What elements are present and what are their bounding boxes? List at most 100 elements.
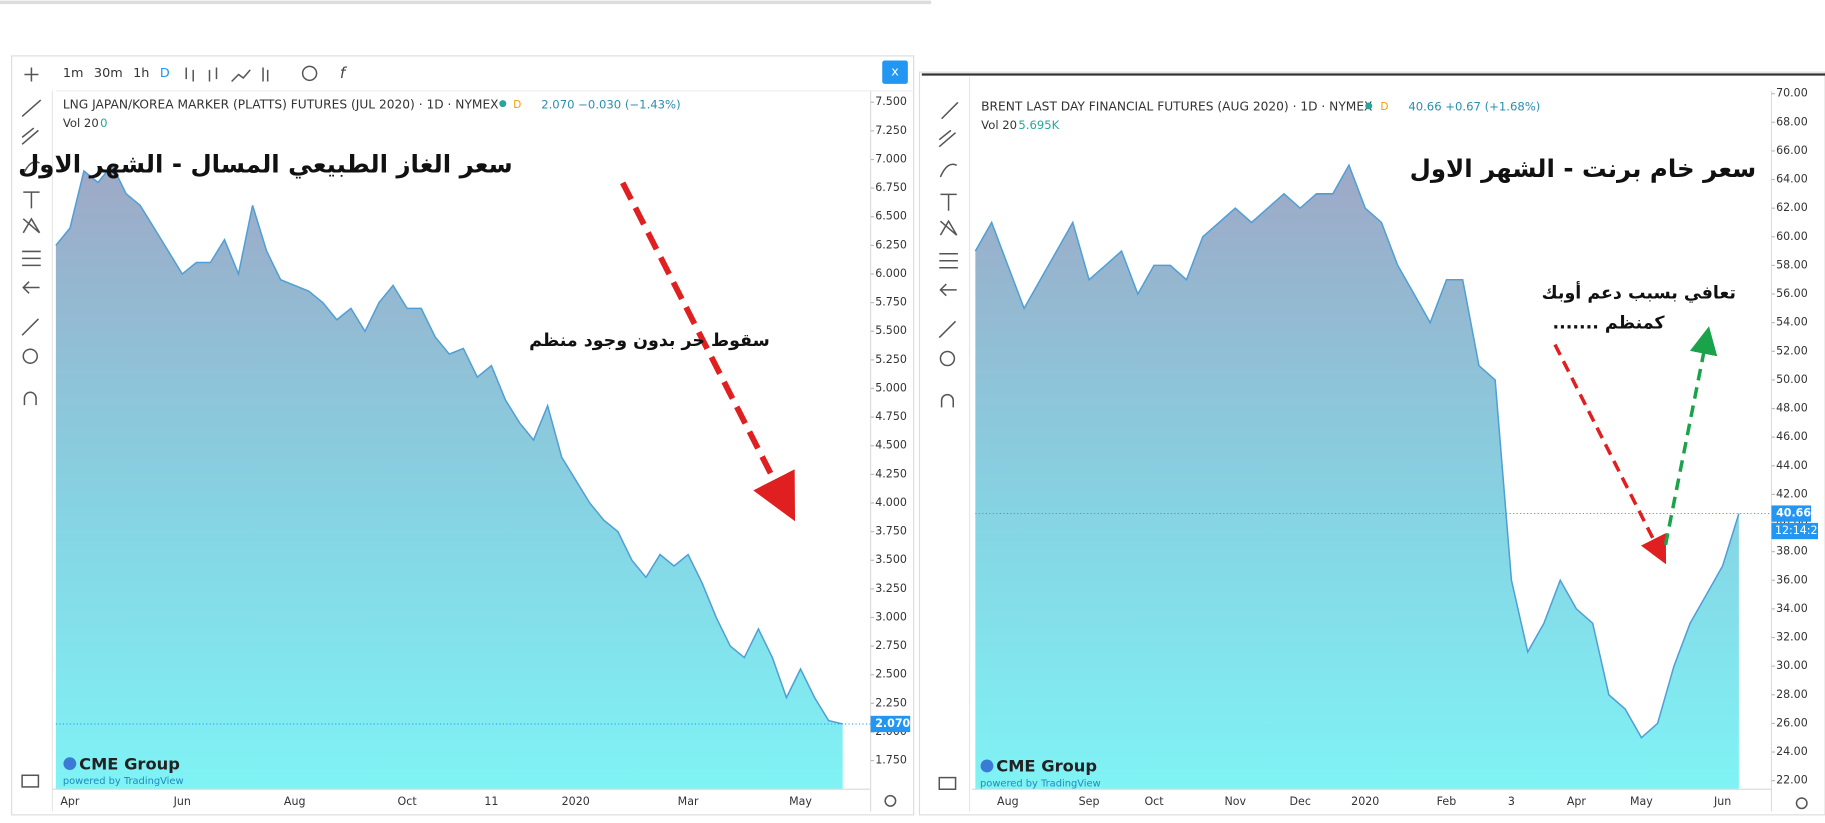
volume-label: Vol 20 xyxy=(63,116,99,130)
arrow xyxy=(1663,326,1718,546)
last-price-label: 40.66 xyxy=(1776,507,1811,520)
settings[interactable] xyxy=(1795,797,1808,810)
y-tick-label: 4.250 xyxy=(875,467,907,480)
x-tick-label: Aug xyxy=(997,795,1019,808)
powered-by: powered by TradingView xyxy=(980,778,1101,789)
y-tick-label: 60.00 xyxy=(1776,230,1808,243)
last-price-box xyxy=(870,715,911,733)
y-tick-label: 4.750 xyxy=(875,410,907,423)
y-tick-label: 5.500 xyxy=(875,324,907,337)
y-tick-label: 42.00 xyxy=(1776,487,1808,500)
y-tick-label: 30.00 xyxy=(1776,659,1808,672)
y-tick-label: 50.00 xyxy=(1776,373,1808,386)
badge: D xyxy=(513,99,521,111)
y-tick-label: 28.00 xyxy=(1776,688,1808,701)
y-tick-label: 68.00 xyxy=(1776,115,1808,128)
y-tick-label: 5.250 xyxy=(875,353,907,366)
y-tick-label: 6.000 xyxy=(875,267,907,280)
interval-button[interactable]: D xyxy=(160,66,170,81)
price-line xyxy=(55,163,843,725)
x-tick-label: Nov xyxy=(1224,795,1246,808)
x-tick-label: 2020 xyxy=(562,795,590,808)
quote: 40.66 +0.67 (+1.68%) xyxy=(1408,100,1540,114)
symbol: LNG JAPAN/KOREA MARKER (PLATTS) FUTURES … xyxy=(63,97,499,111)
countdown: 12:14:26 xyxy=(1775,524,1825,537)
interval-button[interactable]: 1m xyxy=(63,66,84,81)
status-dot xyxy=(1365,102,1373,110)
x-tick-label: Oct xyxy=(398,795,418,808)
close-icon[interactable]: x xyxy=(891,65,899,80)
arrow xyxy=(620,181,796,522)
y-tick-label: 48.00 xyxy=(1776,402,1808,415)
y-tick-label: 7.500 xyxy=(875,95,907,108)
x-tick-label: 3 xyxy=(1508,795,1515,808)
x-tick-label: Dec xyxy=(1290,795,1311,808)
y-tick-label: 70.00 xyxy=(1776,87,1808,100)
chart-title: سعر الغاز الطبيعي المسال - الشهر الاول xyxy=(18,149,513,178)
y-tick-label: 6.750 xyxy=(875,181,907,194)
quote: 2.070 −0.030 (−1.43%) xyxy=(541,97,680,111)
area-fill xyxy=(975,165,1739,790)
x-tick-label: Apr xyxy=(1567,795,1587,808)
interval-button[interactable]: 1h xyxy=(133,66,149,81)
countdown-box xyxy=(1771,522,1819,540)
y-tick-label: 4.500 xyxy=(875,439,907,452)
close-button[interactable] xyxy=(882,60,908,84)
chart-title: سعر خام برنت - الشهر الاول xyxy=(1410,154,1757,183)
y-tick-label: 6.250 xyxy=(875,238,907,251)
last-price-box xyxy=(1771,505,1812,522)
y-tick-label: 3.750 xyxy=(875,525,907,538)
logo-icon xyxy=(63,757,77,771)
volume-value: 5.695K xyxy=(1018,118,1059,132)
x-tick-label: Apr xyxy=(60,795,80,808)
arrow xyxy=(1553,343,1667,565)
symbol: BRENT LAST DAY FINANCIAL FUTURES (AUG 20… xyxy=(981,100,1372,114)
logo-icon xyxy=(980,759,994,773)
x-tick-label: Mar xyxy=(678,795,699,808)
fx-icon[interactable]: f xyxy=(340,64,348,82)
y-tick-label: 46.00 xyxy=(1776,430,1808,443)
y-tick-label: 3.000 xyxy=(875,610,907,623)
y-tick-label: 56.00 xyxy=(1776,287,1808,300)
y-tick-label: 34.00 xyxy=(1776,602,1808,615)
annotation: كمنظم ....... xyxy=(1552,314,1665,334)
y-tick-label: 2.750 xyxy=(875,639,907,652)
y-tick-label: 58.00 xyxy=(1776,258,1808,271)
y-tick-label: 22.00 xyxy=(1776,774,1808,787)
y-tick-label: 54.00 xyxy=(1776,316,1808,329)
x-tick-label: 2020 xyxy=(1351,795,1379,808)
interval-button[interactable]: 30m xyxy=(94,66,123,81)
volume-label: Vol 20 xyxy=(981,118,1017,132)
annotation: تعافي بسبب دعم أوبك xyxy=(1542,281,1736,303)
y-tick-label: 52.00 xyxy=(1776,344,1808,357)
drawing-tools xyxy=(938,101,959,790)
x-tick-label: May xyxy=(1630,795,1653,808)
logo: CME Group xyxy=(79,754,180,773)
y-tick-label: 26.00 xyxy=(1776,716,1808,729)
logo: CME Group xyxy=(996,757,1097,776)
x-tick-label: Jun xyxy=(1713,795,1731,808)
y-tick-label: 6.500 xyxy=(875,210,907,223)
y-tick-label: 62.00 xyxy=(1776,201,1808,214)
y-tick-label: 5.750 xyxy=(875,296,907,309)
badge: D xyxy=(1380,101,1388,113)
y-tick-label: 7.250 xyxy=(875,124,907,137)
x-tick-label: 11 xyxy=(484,795,498,808)
y-tick-label: 1.750 xyxy=(875,754,907,767)
settings[interactable] xyxy=(884,794,897,807)
chart-type-tools xyxy=(185,65,318,83)
y-tick-label: 38.00 xyxy=(1776,545,1808,558)
x-tick-label: Aug xyxy=(284,795,306,808)
last-price-label: 2.070 xyxy=(875,717,910,730)
y-tick-label: 66.00 xyxy=(1776,144,1808,157)
x-tick-label: Jun xyxy=(173,795,191,808)
status-dot xyxy=(499,100,507,108)
x-tick-label: Oct xyxy=(1144,795,1164,808)
y-tick-label: 44.00 xyxy=(1776,459,1808,472)
volume-value: 0 xyxy=(100,116,107,130)
y-tick-label: 5.000 xyxy=(875,381,907,394)
y-tick-label: 24.00 xyxy=(1776,745,1808,758)
x-tick-label: Feb xyxy=(1437,795,1457,808)
powered-by: powered by TradingView xyxy=(63,776,184,787)
